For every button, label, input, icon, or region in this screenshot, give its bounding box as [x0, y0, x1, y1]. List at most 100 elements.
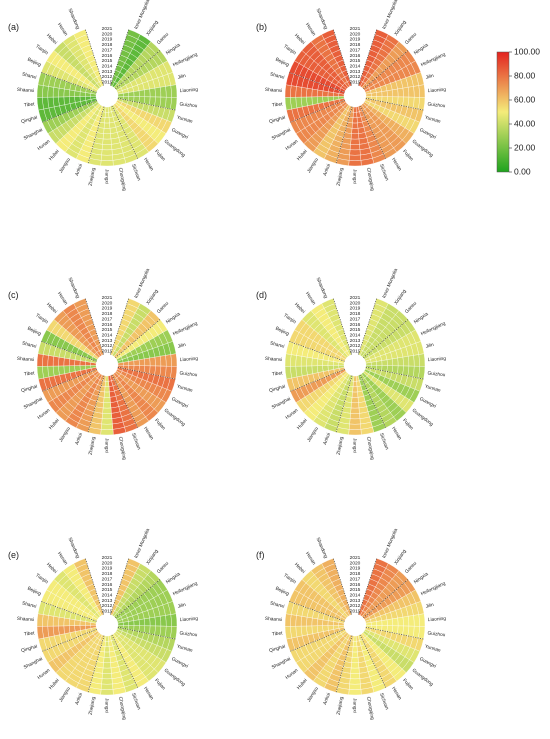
province-label: Fujian	[153, 418, 166, 432]
province-label: Tianjin	[34, 43, 49, 56]
year-label: 2011	[350, 349, 361, 355]
province-label: Jiangsu	[306, 157, 320, 175]
separator-line	[289, 72, 345, 93]
heat-cell	[102, 407, 112, 414]
year-label: 2020	[350, 300, 361, 306]
province-label: Hebei	[45, 562, 58, 575]
panel-label: (d)	[256, 290, 267, 300]
heat-cell	[397, 87, 404, 98]
province-label: Guizhou	[179, 101, 198, 109]
province-label: Heilongjiang	[172, 51, 199, 68]
separator-line	[87, 375, 105, 433]
heat-cell	[381, 619, 388, 626]
heat-cell	[350, 402, 360, 409]
year-label: 2014	[102, 332, 113, 338]
province-label: Heilongjiang	[420, 580, 447, 597]
separator-line	[87, 635, 105, 693]
province-label: Chongqing	[365, 436, 375, 460]
colorbar-tick-label: 80.00	[514, 70, 536, 80]
province-label: Guizhou	[179, 370, 198, 378]
heat-cell	[102, 662, 112, 669]
heat-cell	[104, 641, 110, 647]
province-label: Beijing	[274, 326, 290, 338]
heat-cell	[306, 365, 313, 375]
heat-cell	[58, 625, 65, 635]
province-label: Xinjiang	[145, 288, 160, 306]
province-label: Guangdong	[411, 408, 435, 428]
province-label: Jiangxi	[104, 438, 110, 453]
heat-cell	[58, 96, 65, 106]
heat-cell	[63, 617, 70, 627]
heat-cell	[149, 87, 156, 98]
province-label: Ningxia	[413, 571, 430, 585]
province-label: Shaanxi	[17, 616, 35, 623]
province-label: Tianjin	[282, 572, 297, 585]
year-label: 2013	[102, 69, 113, 75]
year-label: 2014	[102, 592, 113, 598]
year-label: 2018	[350, 42, 361, 48]
heat-cell	[103, 397, 111, 403]
province-label: Hunan	[36, 667, 51, 681]
heat-cell	[74, 625, 81, 632]
heat-cell	[74, 365, 81, 372]
heat-cell	[352, 646, 358, 653]
heat-cell	[290, 85, 297, 98]
heat-cell	[295, 86, 303, 98]
heat-cell	[42, 85, 49, 98]
province-label: Jiangsu	[306, 426, 320, 444]
province-label: Sichuan	[130, 432, 142, 451]
year-label: 2020	[102, 560, 113, 566]
province-label: Zhejiang	[336, 436, 345, 456]
year-label: 2017	[102, 576, 113, 582]
province-label: Beijing	[26, 326, 42, 338]
year-label: 2011	[350, 609, 361, 615]
separator-line	[365, 626, 424, 640]
separator-line	[110, 29, 129, 86]
province-label: Henan	[56, 551, 69, 566]
heat-cell	[128, 360, 135, 366]
province-label: Henan	[390, 157, 403, 172]
province-label: Guangxi	[170, 127, 189, 141]
heat-cell	[79, 365, 86, 371]
province-label: Sichuan	[378, 163, 390, 182]
province-label: Sichuan	[130, 163, 142, 182]
heat-cell	[381, 90, 388, 97]
heat-cell	[47, 86, 55, 98]
province-label: Liaoning	[180, 356, 199, 363]
province-label: Chongqing	[365, 167, 375, 191]
year-label: 2017	[350, 316, 361, 322]
heat-cell	[104, 646, 110, 653]
heat-cell	[170, 353, 178, 367]
province-label: Henan	[142, 157, 155, 172]
province-label: Fujian	[401, 418, 414, 432]
province-label: Jiangsu	[58, 157, 72, 175]
heat-cell	[402, 616, 410, 627]
province-label: Henan	[304, 22, 317, 37]
province-label: Shanghai	[23, 396, 44, 411]
province-label: Sichuan	[378, 692, 390, 711]
heat-cell	[418, 84, 426, 98]
province-label: Yunnan	[424, 644, 442, 655]
heat-cell	[311, 365, 319, 374]
heat-cell	[133, 619, 140, 626]
province-label: Fujian	[153, 678, 166, 692]
province-label: Yunnan	[176, 384, 194, 395]
province-label: Xinjiang	[145, 548, 160, 566]
separator-line	[117, 626, 176, 640]
province-label: Beijing	[26, 586, 42, 598]
heat-cell	[133, 359, 140, 366]
province-label: Gansu	[156, 560, 170, 575]
colorbar-tick-label: 20.00	[514, 142, 536, 152]
heat-cell	[370, 361, 377, 366]
province-label: Guizhou	[179, 630, 198, 638]
year-label: 2015	[102, 327, 113, 333]
province-label: Beijing	[274, 57, 290, 69]
colorbar-tick-label: 60.00	[514, 94, 536, 104]
separator-line	[115, 319, 161, 359]
province-label: Hubei	[48, 418, 61, 431]
heat-cell	[350, 407, 360, 414]
province-label: Inner Mongolia	[133, 267, 151, 299]
heat-cell	[149, 96, 156, 106]
heat-cell	[391, 96, 399, 105]
province-label: Jilin	[177, 73, 187, 81]
